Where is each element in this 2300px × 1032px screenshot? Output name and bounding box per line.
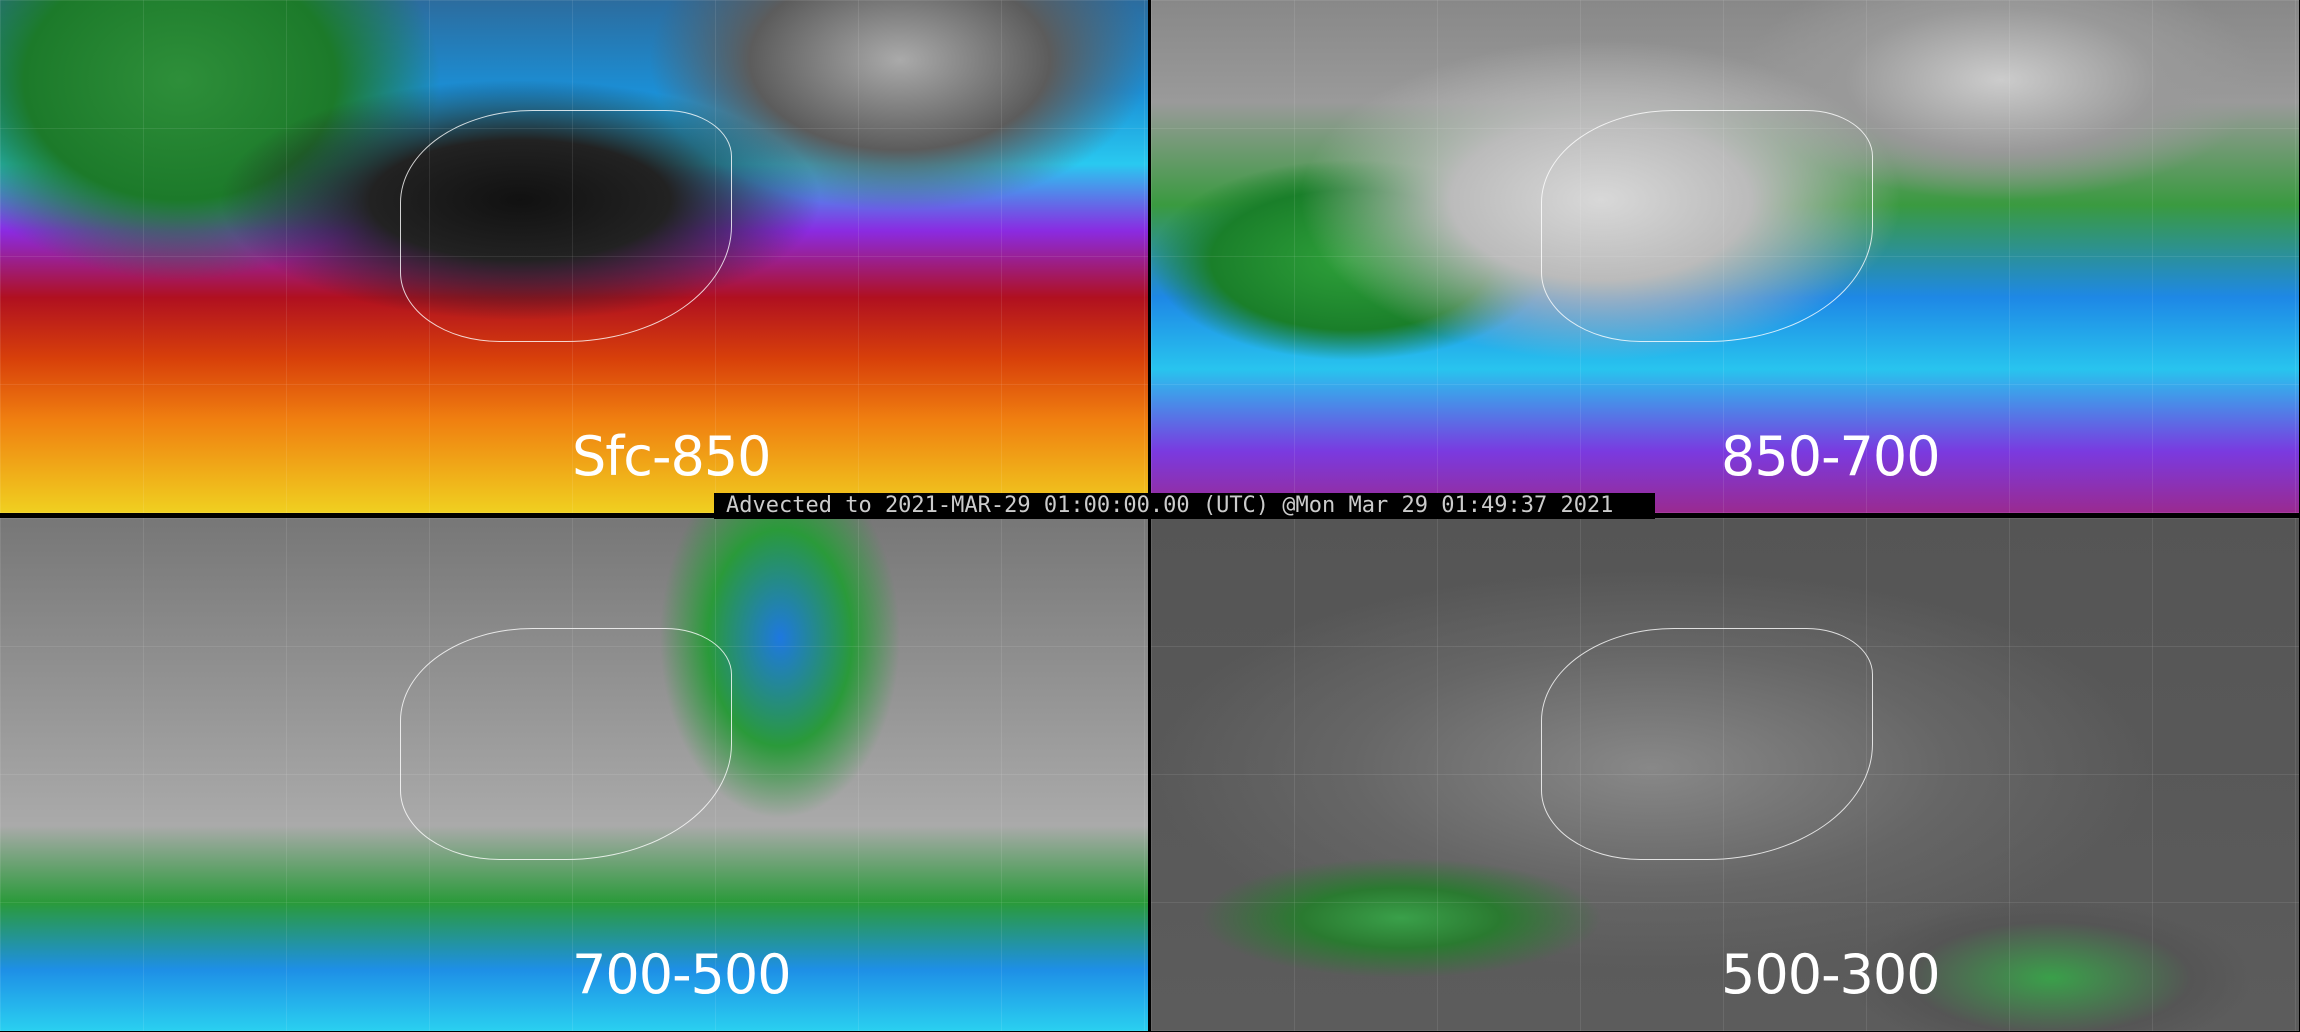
north-america-outline	[1541, 628, 1873, 860]
north-america-outline	[400, 110, 732, 342]
panel-850-700: 850-700	[1151, 0, 2299, 513]
north-america-outline	[1541, 110, 1873, 342]
panel-label: 850-700	[1721, 425, 1941, 488]
panel-500-300: 500-300	[1151, 518, 2299, 1031]
north-america-outline	[400, 628, 732, 860]
panel-label: 500-300	[1721, 943, 1941, 1006]
panel-label: 700-500	[572, 943, 792, 1006]
panel-700-500: 700-500	[0, 518, 1148, 1031]
panel-sfc-850: Sfc-850	[0, 0, 1148, 513]
timestamp-bar: Advected to 2021-MAR-29 01:00:00.00 (UTC…	[714, 493, 1655, 519]
panel-label: Sfc-850	[572, 425, 772, 488]
